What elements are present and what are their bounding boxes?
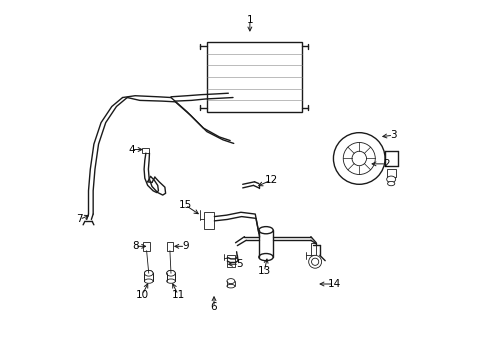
Text: 4: 4: [128, 144, 135, 154]
Bar: [386, 169, 395, 177]
Text: 10: 10: [136, 290, 148, 300]
Text: 3: 3: [389, 130, 396, 140]
Text: 13: 13: [257, 266, 270, 276]
Text: 5: 5: [235, 259, 242, 269]
Text: 6: 6: [210, 302, 217, 312]
Bar: [227, 255, 235, 267]
Bar: [166, 273, 175, 281]
Circle shape: [311, 258, 318, 265]
Ellipse shape: [226, 279, 234, 284]
Bar: [166, 242, 173, 251]
Ellipse shape: [387, 181, 394, 186]
Ellipse shape: [258, 253, 273, 261]
Ellipse shape: [144, 270, 153, 276]
Ellipse shape: [166, 279, 175, 283]
Ellipse shape: [144, 279, 153, 283]
Text: 11: 11: [171, 290, 184, 300]
Ellipse shape: [166, 270, 175, 276]
Text: 7: 7: [76, 215, 82, 224]
Bar: [144, 273, 153, 281]
Text: 2: 2: [382, 159, 388, 169]
Circle shape: [308, 255, 321, 268]
Bar: [310, 243, 316, 255]
Text: 1: 1: [246, 15, 253, 26]
Ellipse shape: [258, 226, 273, 234]
Bar: [142, 148, 149, 153]
Ellipse shape: [386, 176, 395, 183]
Text: 14: 14: [327, 279, 340, 289]
Bar: [206, 42, 301, 112]
Bar: [143, 242, 149, 251]
Ellipse shape: [226, 284, 234, 288]
Text: 15: 15: [178, 200, 192, 210]
Bar: [204, 212, 214, 229]
Text: 9: 9: [182, 241, 188, 251]
Ellipse shape: [144, 270, 153, 276]
Text: 8: 8: [132, 241, 138, 251]
Text: 12: 12: [264, 175, 278, 185]
Ellipse shape: [166, 270, 175, 276]
